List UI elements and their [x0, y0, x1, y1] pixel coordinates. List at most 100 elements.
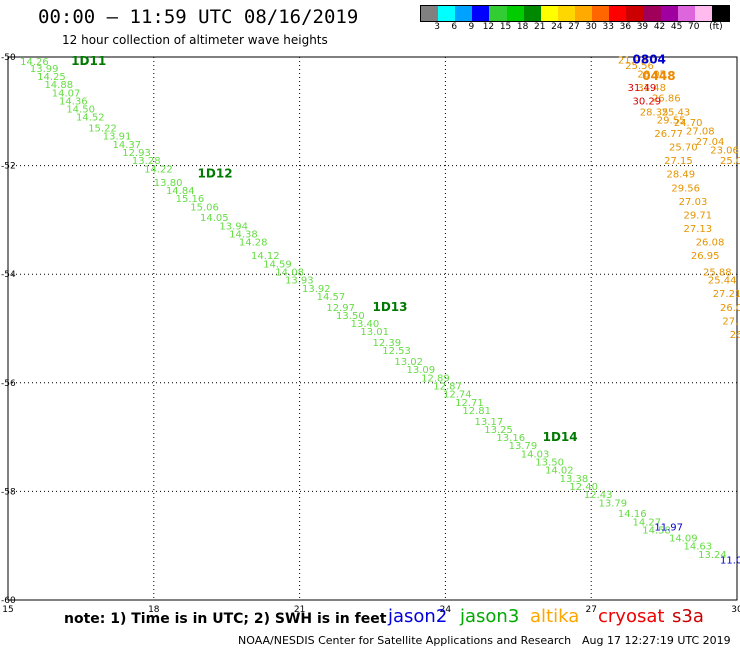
- data-point-altika: 29.71: [684, 210, 713, 221]
- legend-label: 39: [636, 22, 649, 32]
- data-point-jason3: 15.06: [190, 202, 219, 213]
- data-point-jason3: 12.89: [421, 373, 450, 384]
- footer-timestamp: Aug 17 12:27:19 UTC 2019: [582, 634, 731, 647]
- x-tick-label: 30: [731, 605, 740, 615]
- data-point-jason3: 13.16: [496, 433, 525, 444]
- data-point-jason3: 14.38: [229, 229, 258, 240]
- data-point-altika: 25.56: [625, 61, 654, 72]
- data-point-altika: 29.56: [671, 183, 700, 194]
- data-point-jason3: 14.09: [669, 534, 698, 545]
- data-point-jason3: 14.27: [633, 517, 662, 528]
- data-point-jason3: 13.25: [484, 425, 513, 436]
- data-point-altika: 27.08: [686, 126, 715, 137]
- legend-swatch: [489, 6, 507, 21]
- data-point-jason3: 14.57: [317, 292, 346, 303]
- data-point-jason3: 13.79: [598, 498, 627, 509]
- x-tick-label: 18: [148, 605, 160, 615]
- data-point-altika: 25.43: [662, 107, 691, 118]
- data-point-altika: 26.08: [696, 238, 725, 249]
- legend-label: 27: [568, 22, 580, 32]
- data-point-jason3: 13.40: [351, 319, 380, 330]
- data-point-jason3: 13.09: [407, 365, 436, 376]
- legend-swatch: [711, 6, 729, 21]
- data-point-jason3: 14.36: [59, 96, 88, 107]
- data-point-altika: 21.93: [618, 56, 647, 67]
- data-point-jason3: 14.84: [166, 186, 195, 197]
- legend-swatch: [592, 6, 610, 21]
- data-point-jason3: 13.80: [154, 178, 183, 189]
- satellite-legend-jason3: jason3: [460, 606, 520, 627]
- legend-label: 45: [670, 22, 683, 32]
- data-point-jason3: 15.22: [88, 124, 117, 135]
- legend-label: 24: [551, 22, 563, 32]
- data-point-jason3: 14.12: [251, 251, 280, 262]
- data-point-altika: 27.03: [679, 197, 708, 208]
- footer-credit: NOAA/NESDIS Center for Satellite Applica…: [238, 634, 572, 647]
- legend-label: 21: [534, 22, 546, 32]
- data-point-jason3: 14.28: [239, 238, 268, 249]
- legend-swatch: [506, 6, 524, 21]
- data-point-altika: 24.70: [674, 118, 703, 129]
- legend-label: 6: [451, 22, 458, 32]
- y-tick-label: -52: [1, 162, 16, 172]
- data-point-jason3: 13.17: [475, 417, 504, 428]
- data-point-jason3: 12.53: [382, 346, 411, 357]
- x-tick-label: 15: [2, 605, 13, 615]
- x-tick-label: 24: [440, 605, 452, 615]
- data-point-jason3: 13.92: [302, 284, 331, 295]
- legend-swatch: [660, 6, 678, 21]
- data-point-jason3: 14.02: [545, 466, 574, 477]
- footnote: note: 1) Time is in UTC; 2) SWH is in fe…: [64, 611, 387, 627]
- data-point-jason3: 12.81: [462, 406, 491, 417]
- legend-label: 15: [499, 22, 512, 32]
- track-label: 1D12: [198, 167, 233, 181]
- legend-swatch: [523, 6, 541, 21]
- data-point-jason3: 13.50: [535, 458, 564, 469]
- legend-label: 42: [653, 22, 666, 32]
- data-point-jason3: 14.05: [200, 213, 229, 224]
- legend-swatch: [557, 6, 575, 21]
- legend-swatch: [694, 6, 712, 21]
- satellite-legend-altika: altika: [530, 606, 580, 627]
- data-point-jason3: 14.58: [642, 525, 671, 536]
- track-label: 0448: [642, 69, 675, 83]
- data-point-altika: 26.95: [691, 251, 720, 262]
- data-point-jason3: 13.94: [219, 221, 248, 232]
- satellite-legend-s3a: s3a: [672, 606, 704, 627]
- data-point-jason3: 13.50: [336, 311, 365, 322]
- y-tick-label: -50: [1, 53, 16, 63]
- data-point-jason3: 13.28: [132, 156, 161, 167]
- data-point-altika: 26.0: [720, 303, 740, 314]
- data-point-altika: 27.21: [713, 289, 740, 300]
- legend-swatch: [643, 6, 661, 21]
- data-point-jason3: 14.63: [684, 542, 713, 553]
- data-point-altika: 23.06: [710, 145, 739, 156]
- track-label: 0804: [633, 53, 666, 67]
- data-point-altika: 27.13: [684, 224, 713, 235]
- data-point-jason3: 13.02: [394, 357, 423, 368]
- data-point-jason2: 11.97: [654, 523, 683, 534]
- data-point-jason3: 14.50: [66, 105, 95, 116]
- y-tick-label: -60: [1, 596, 16, 606]
- data-point-altika: 26.: [730, 330, 740, 341]
- data-point-jason3: 14.59: [263, 259, 292, 270]
- data-point-jason3: 14.52: [76, 113, 105, 124]
- data-point-altika: 26.86: [652, 94, 681, 105]
- legend-label: 9: [468, 22, 475, 32]
- data-point-jason3: 13.38: [560, 474, 589, 485]
- data-point-jason3: 12.43: [584, 490, 613, 501]
- color-scale-labels: 3 6 9 12 15 18 21 24 27 30 33 36 39 42 45 70 (ft): [420, 22, 728, 34]
- legend-label: 3: [434, 22, 440, 32]
- data-point-altika: 25.00: [720, 156, 740, 167]
- data-point-jason3: 14.08: [275, 267, 304, 278]
- legend-swatch: [472, 6, 490, 21]
- x-tick-label: 21: [294, 605, 305, 615]
- page-subtitle: 12 hour collection of altimeter wave hei…: [62, 33, 328, 47]
- page-title: 00:00 – 11:59 UTC 08/16/2019: [38, 6, 359, 28]
- data-point-altika: 28.95: [637, 69, 666, 80]
- data-point-jason3: 13.91: [103, 132, 132, 143]
- data-point-jason3: 14.16: [618, 509, 647, 520]
- data-point-altika: 28.35: [640, 107, 669, 118]
- data-point-altika: 25.70: [669, 143, 698, 154]
